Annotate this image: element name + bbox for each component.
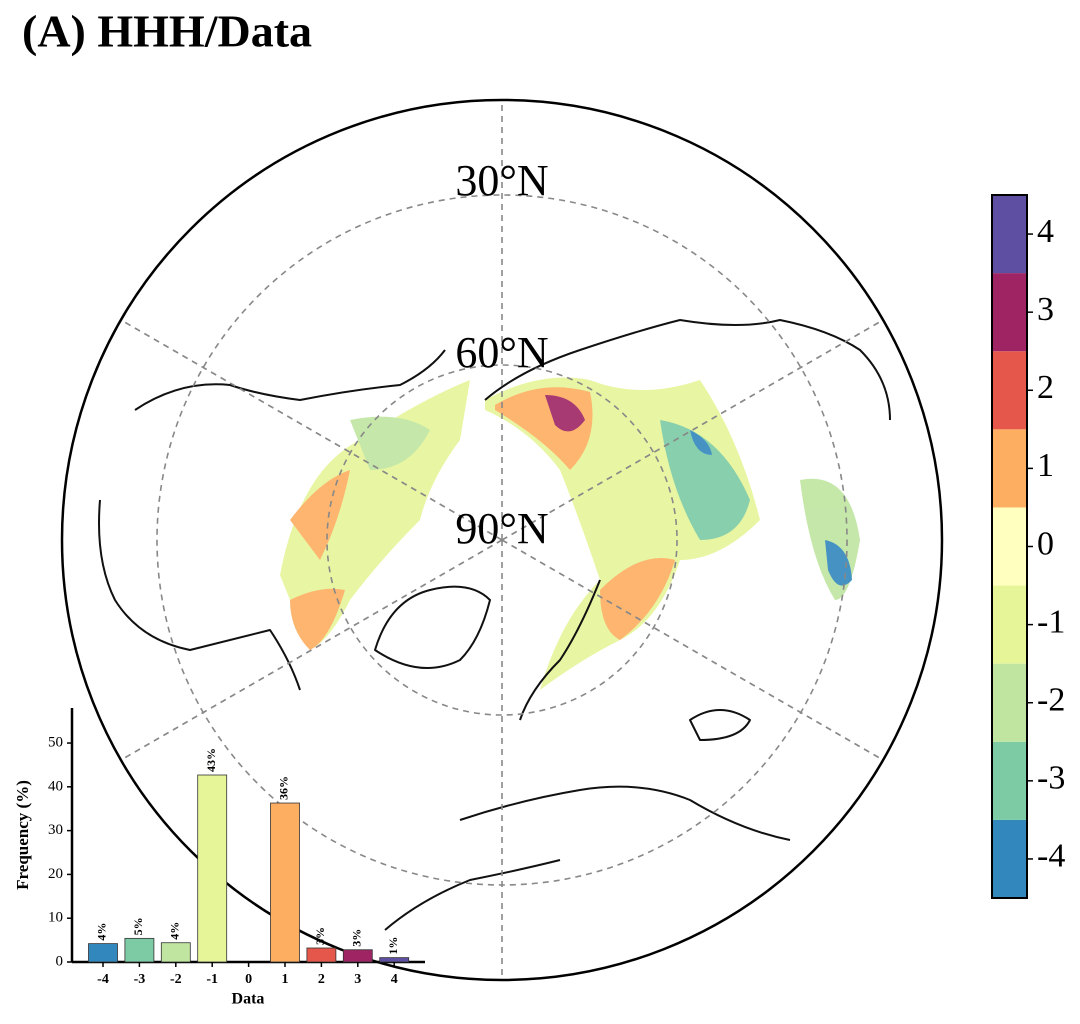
value-label: 3% xyxy=(313,927,327,945)
y-axis-label: Frequency (%) xyxy=(13,780,32,890)
colorbar-band xyxy=(992,741,1027,820)
x-tick-label: 4 xyxy=(391,972,398,987)
x-tick-label: -1 xyxy=(206,972,218,987)
field-patch xyxy=(280,380,470,650)
x-tick-label: 2 xyxy=(318,972,325,987)
value-label: 4% xyxy=(95,923,109,941)
colorbar-tick-label: -2 xyxy=(1037,682,1065,719)
y-tick-label: 50 xyxy=(48,734,63,750)
meridian xyxy=(501,539,884,761)
colorbar-tick-label: 2 xyxy=(1037,369,1054,406)
colorbar-tick-label: -3 xyxy=(1037,760,1065,797)
bar xyxy=(342,949,373,963)
x-tick-label: -4 xyxy=(97,972,109,987)
latitude-label: 90°N xyxy=(455,504,548,553)
y-tick-label: 0 xyxy=(56,953,64,969)
colorbar-band xyxy=(992,507,1027,586)
field-patch xyxy=(350,416,430,470)
y-tick-label: 20 xyxy=(48,866,63,882)
colorbar-tick-label: 1 xyxy=(1037,447,1054,484)
colorbar: -4 -3 -2 -1 0 1 2 3 4 xyxy=(991,194,1065,899)
field-patch xyxy=(290,588,345,650)
bar xyxy=(270,802,300,963)
coastlines xyxy=(98,319,891,931)
y-tick-label: 40 xyxy=(48,778,63,794)
value-label: 4% xyxy=(168,922,182,940)
value-label: 5% xyxy=(131,917,145,935)
coastline xyxy=(98,499,301,691)
colorbar-tick-label: 0 xyxy=(1037,525,1054,562)
colorbar-tick-label: -4 xyxy=(1037,838,1065,875)
coastline xyxy=(459,785,791,841)
colorbar-band xyxy=(992,663,1027,742)
x-tick-label: 3 xyxy=(354,972,361,987)
colorbar-band xyxy=(992,273,1027,352)
colorbar-band xyxy=(992,429,1027,508)
figure-title: (A) HHH/Data xyxy=(22,6,312,57)
colorbar-band xyxy=(992,585,1027,664)
colorbar-tick-label: -1 xyxy=(1037,603,1065,640)
field-patch xyxy=(495,387,593,470)
latitude-label: 60°N xyxy=(455,328,548,377)
field-patch xyxy=(290,470,350,560)
histogram: 0 10 20 30 40 50 -4 4% -3 5% -2 4% -1 43% 0 1 36% 2 3% 3 3% 4… xyxy=(13,708,425,1008)
meridian xyxy=(120,539,503,761)
bar xyxy=(306,947,337,963)
y-tick-label: 10 xyxy=(48,910,63,926)
colorbar-band xyxy=(992,351,1027,430)
latitude-label: 30°N xyxy=(455,156,548,205)
bar xyxy=(379,957,410,963)
value-label: 1% xyxy=(386,937,400,955)
value-label: 36% xyxy=(277,776,291,800)
coastline xyxy=(134,349,446,411)
coastline xyxy=(689,709,751,741)
colorbar-tick-label: 4 xyxy=(1037,213,1054,250)
meridian xyxy=(501,319,884,541)
map-boundary xyxy=(60,98,944,982)
latitude-circle xyxy=(326,364,678,716)
coastline xyxy=(519,579,601,721)
map-field xyxy=(280,377,860,690)
graticule xyxy=(120,100,884,980)
bar xyxy=(197,774,228,963)
field-patch xyxy=(545,395,585,432)
colorbar-band xyxy=(992,819,1027,898)
x-tick-label: 0 xyxy=(245,972,252,987)
colorbar-tick-label: 3 xyxy=(1037,291,1054,328)
value-label: 3% xyxy=(350,929,364,947)
bar xyxy=(124,937,155,963)
field-patch xyxy=(600,558,675,640)
field-patch xyxy=(660,420,750,540)
meridian xyxy=(120,319,503,541)
coastline xyxy=(384,859,561,931)
x-tick-label: -2 xyxy=(170,972,182,987)
colorbar-band xyxy=(992,195,1027,274)
coastline xyxy=(374,585,491,669)
x-axis-label: Data xyxy=(232,991,265,1008)
x-tick-label: 1 xyxy=(282,972,289,987)
polar-map: 30°N 60°N 90°N xyxy=(60,98,944,982)
field-patch xyxy=(800,478,860,600)
y-tick-label: 30 xyxy=(48,822,63,838)
value-label: 43% xyxy=(204,748,218,772)
bar xyxy=(88,943,118,963)
field-patch xyxy=(690,430,712,455)
x-tick-label: -3 xyxy=(134,972,146,987)
bar xyxy=(160,942,191,963)
coastline xyxy=(484,319,891,421)
